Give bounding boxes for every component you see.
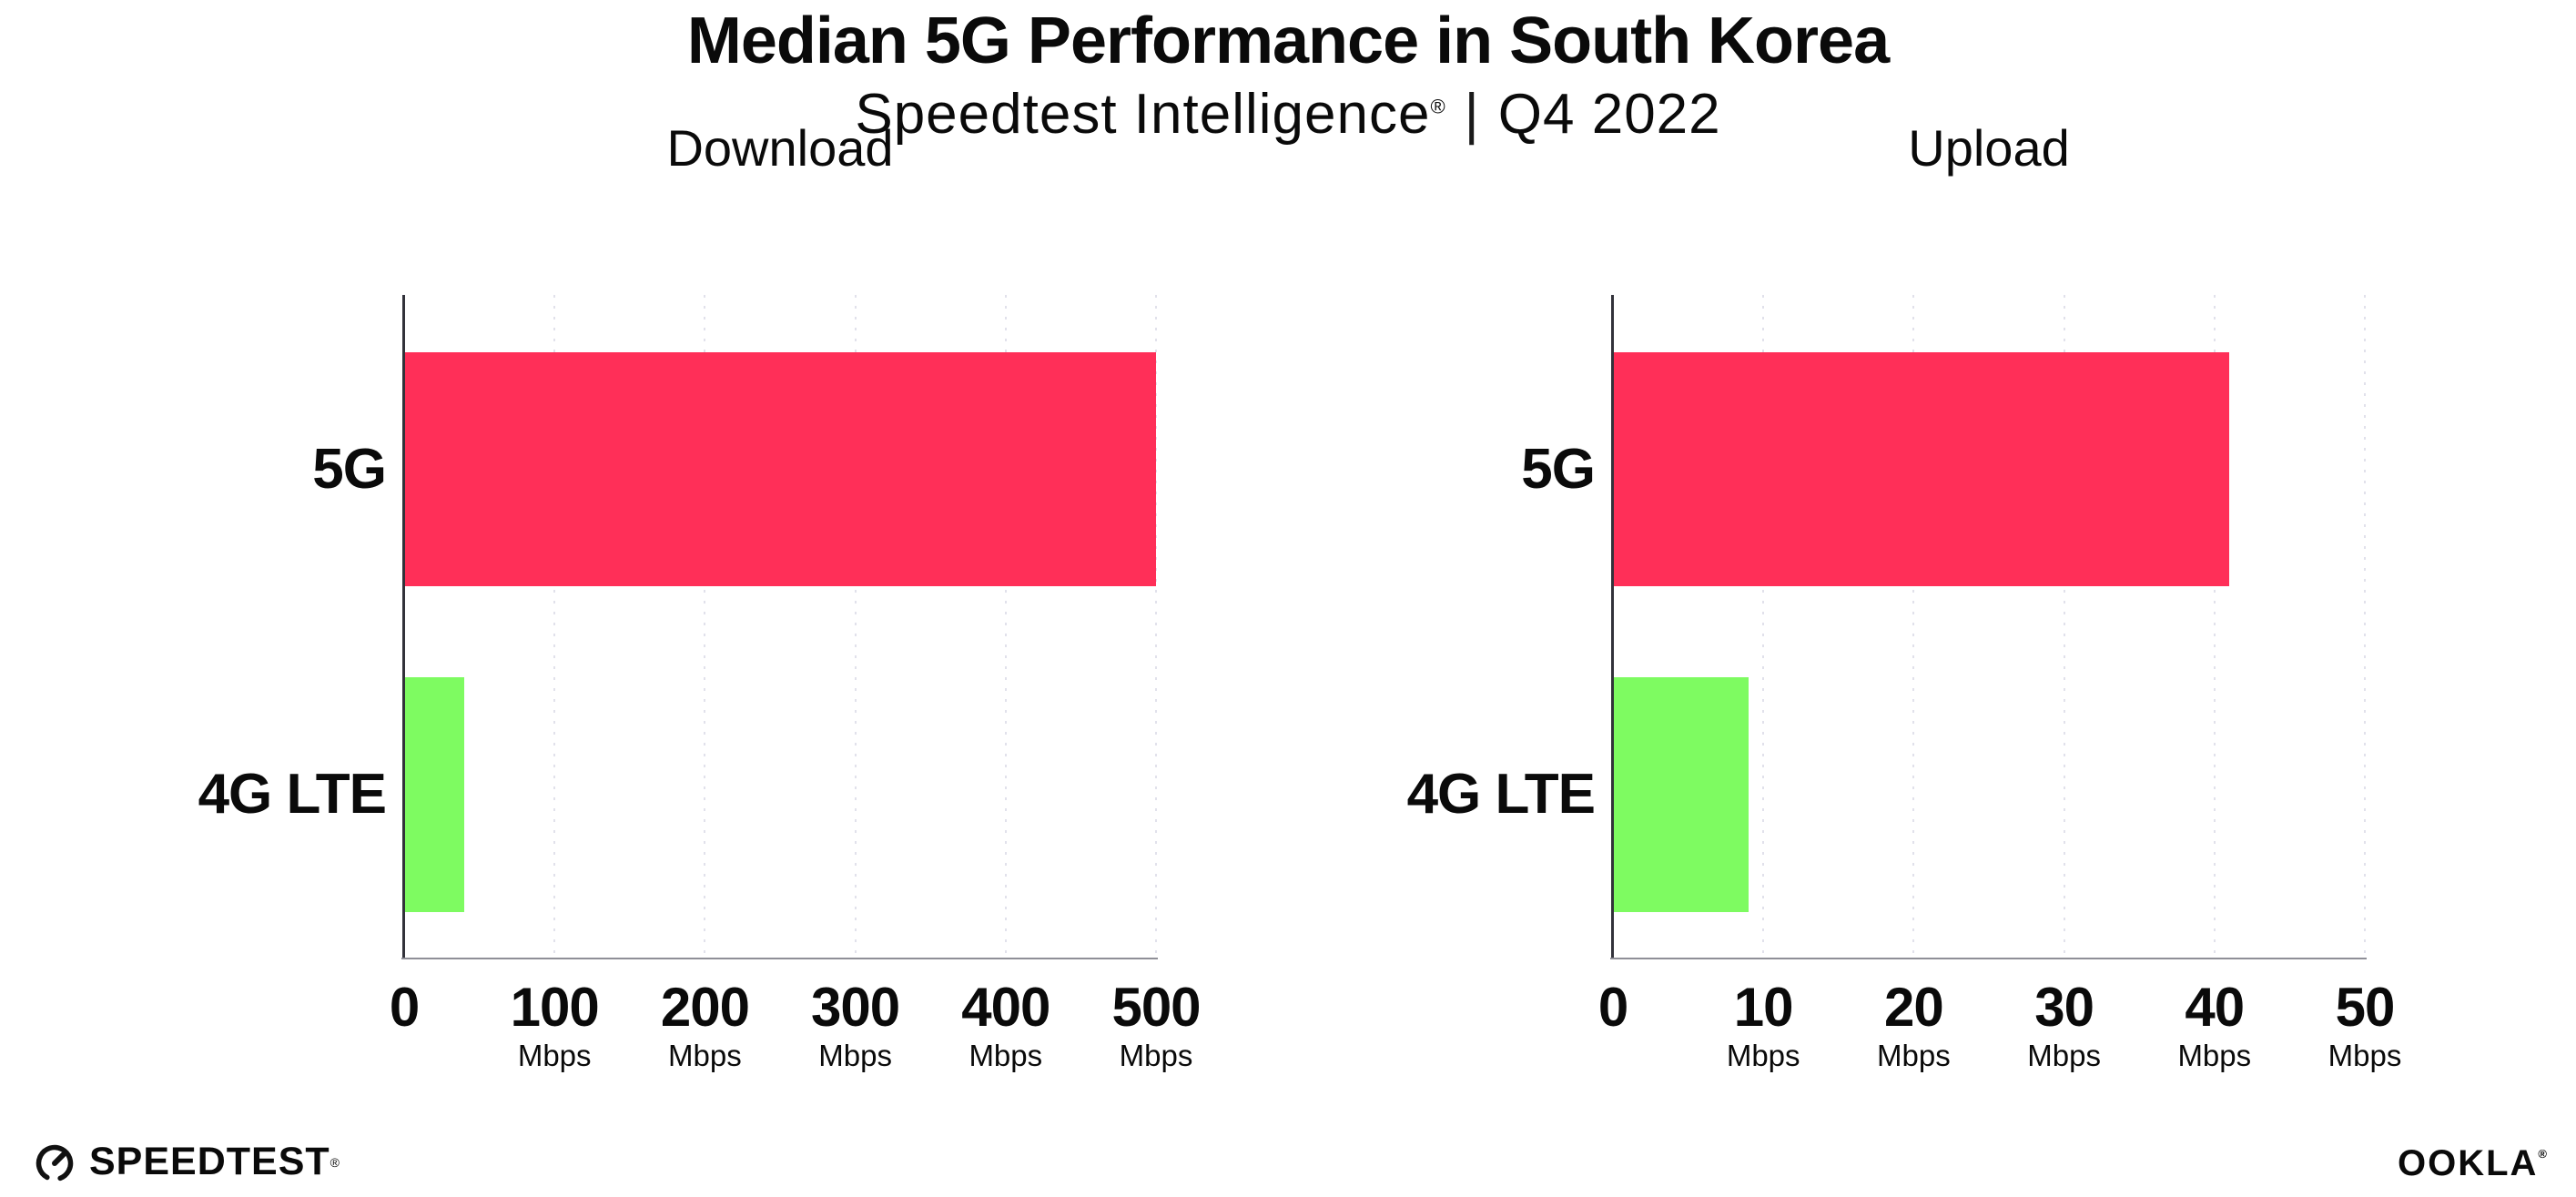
download-x-tick-200: 200 Mbps	[660, 977, 750, 1074]
x-tick-unit: Mbps	[2177, 1039, 2252, 1072]
download-x-tick-300: 300 Mbps	[811, 977, 900, 1074]
download-gridline-100	[553, 295, 556, 959]
download-x-tick-400: 400 Mbps	[961, 979, 1050, 1074]
speedtest-logo-text: SPEEDTEST	[89, 1140, 330, 1183]
upload-y-axis-line	[1611, 295, 1614, 959]
x-tick-unit: Mbps	[1119, 1039, 1193, 1072]
upload-plot-area	[1610, 295, 2367, 959]
5g-bar-download	[405, 352, 1156, 586]
x-tick-value: 0	[1597, 977, 1628, 1038]
x-tick-unit: Mbps	[668, 1039, 742, 1072]
subtitle-separator: |	[1464, 83, 1480, 146]
x-tick-value: 400	[961, 977, 1050, 1038]
upload-x-tick-50: 50 Mbps	[2328, 979, 2402, 1074]
download-x-tick-100: 100 Mbps	[510, 977, 600, 1074]
x-tick-unit: Mbps	[1877, 1039, 1951, 1072]
page-title: Median 5G Performance in South Korea	[686, 5, 1890, 77]
x-tick-value: 200	[660, 977, 750, 1038]
download-gridline-200	[704, 295, 706, 959]
x-tick-value: 100	[510, 977, 600, 1038]
x-tick-value: 20	[1884, 977, 1944, 1038]
x-tick-unit: Mbps	[1726, 1039, 1800, 1072]
x-tick-value: 30	[2034, 977, 2094, 1038]
upload-gridline-40	[2213, 295, 2216, 959]
upload-gridline-50	[2364, 295, 2366, 959]
ookla-registered-mark: ®	[2538, 1147, 2549, 1161]
upload-gridline-20	[1912, 295, 1915, 959]
x-tick-value: 40	[2185, 977, 2245, 1038]
subtitle-registered-mark: ®	[1430, 95, 1446, 118]
4g-lte-bar-download	[405, 677, 465, 912]
subtitle-brand: Speedtest Intelligence	[855, 83, 1431, 146]
5g-bar-upload	[1614, 352, 2230, 586]
speedtest-logo: SPEEDTEST ®	[33, 1140, 340, 1184]
upload-category-label-4g-lte: 4G LTE	[1406, 763, 1596, 826]
x-tick-value: 300	[811, 977, 900, 1038]
download-x-tick-0: 0	[389, 977, 420, 1038]
download-x-axis-line	[401, 958, 1158, 959]
download-category-label-4g-lte: 4G LTE	[198, 763, 387, 826]
download-y-axis-line	[402, 295, 405, 959]
page-subtitle: Speedtest Intelligence® | Q4 2022	[0, 82, 2576, 147]
x-tick-unit: Mbps	[517, 1039, 592, 1072]
upload-x-axis-line	[1610, 958, 2367, 959]
download-gridline-500	[1155, 295, 1157, 959]
upload-gridline-30	[2063, 295, 2065, 959]
x-tick-value: 500	[1111, 977, 1201, 1038]
upload-chart-title: Upload	[1908, 119, 2070, 177]
4g-lte-bar-upload	[1614, 677, 1749, 912]
download-plot-area	[401, 295, 1158, 959]
upload-gridline-10	[1762, 295, 1765, 959]
subtitle-period: Q4 2022	[1497, 83, 1721, 146]
x-tick-unit: Mbps	[2027, 1039, 2101, 1072]
upload-x-tick-0: 0	[1598, 979, 1628, 1036]
upload-x-tick-10: 10 Mbps	[1727, 979, 1800, 1074]
download-gridline-300	[854, 295, 857, 959]
download-chart-title: Download	[666, 119, 894, 177]
x-tick-value: 0	[389, 977, 420, 1038]
upload-category-label-5g: 5G	[1521, 437, 1596, 501]
x-tick-value: 50	[2335, 977, 2396, 1038]
upload-x-tick-20: 20 Mbps	[1877, 979, 1951, 1074]
speedtest-registered-mark: ®	[330, 1154, 340, 1170]
x-tick-unit: Mbps	[969, 1039, 1043, 1072]
upload-x-tick-30: 30 Mbps	[2027, 979, 2101, 1074]
x-tick-unit: Mbps	[818, 1039, 892, 1072]
x-tick-unit: Mbps	[2328, 1039, 2402, 1072]
download-gridline-400	[1004, 295, 1007, 959]
speedtest-gauge-icon	[35, 1144, 74, 1182]
x-tick-value: 10	[1733, 977, 1794, 1038]
upload-x-tick-40: 40 Mbps	[2177, 979, 2251, 1074]
ookla-logo-text: OOKLA	[2397, 1143, 2539, 1183]
download-category-label-5g: 5G	[312, 437, 387, 501]
download-x-tick-500: 500 Mbps	[1111, 977, 1201, 1074]
ookla-logo: OOKLA®	[2398, 1143, 2549, 1184]
